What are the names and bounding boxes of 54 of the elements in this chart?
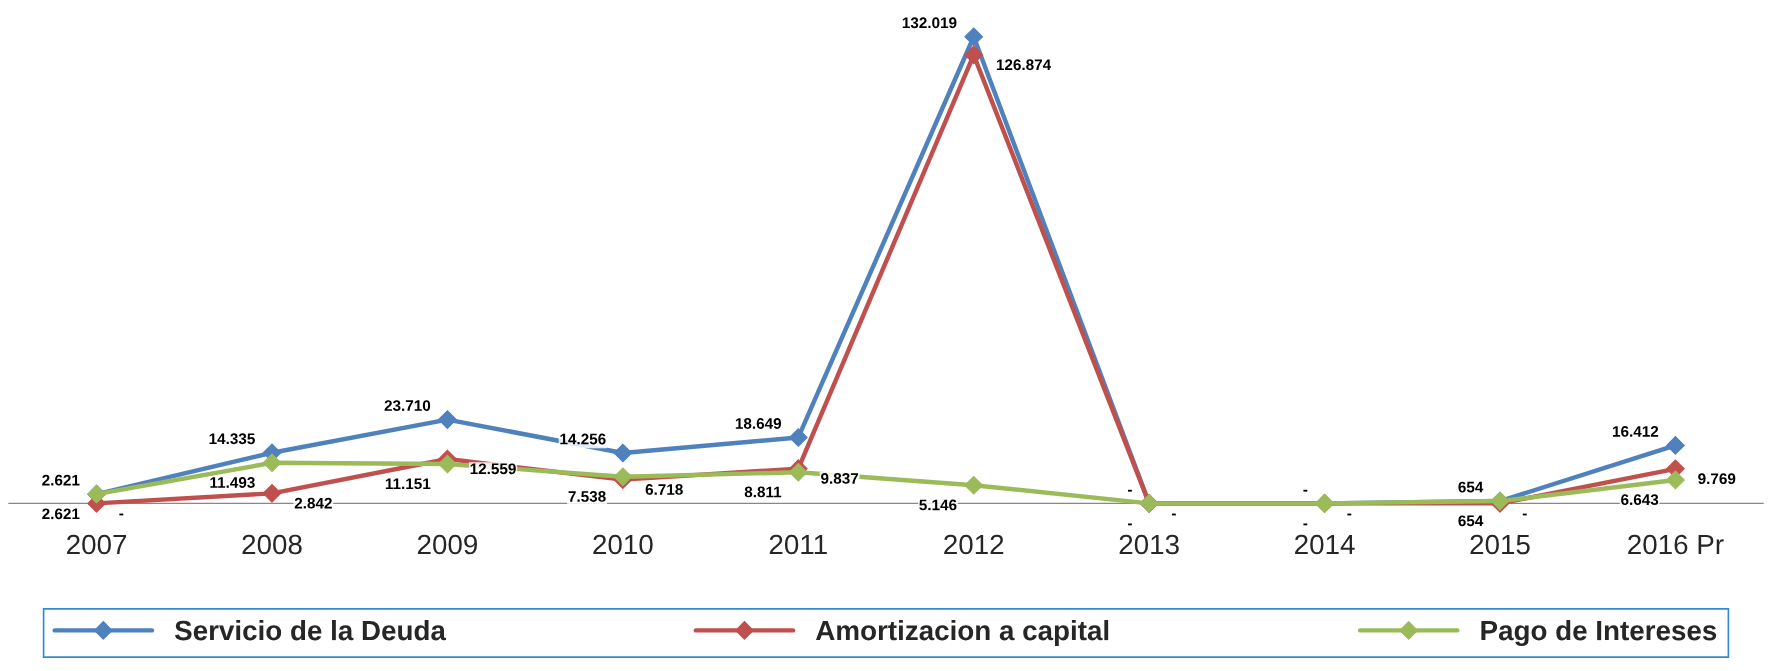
data-label: 14.256 [560, 433, 606, 445]
data-label: 6.718 [645, 484, 683, 495]
data-label: - [1127, 523, 1132, 526]
data-label: 18.649 [735, 418, 782, 429]
point [262, 484, 282, 503]
point [438, 454, 457, 474]
x-tick-label: 2012 [944, 534, 1004, 555]
x-tick-label: 2009 [417, 534, 478, 555]
legend-label: Amortizacion a capital [815, 619, 1109, 646]
data-label: - [1303, 489, 1308, 492]
x-tick-label: 2015 [1470, 534, 1530, 555]
data-label: 14.335 [209, 433, 255, 445]
x-tick-label: 2010 [593, 534, 653, 555]
data-label: 126.874 [996, 59, 1052, 71]
data-label: - [1347, 513, 1352, 516]
data-label: 9.769 [1698, 473, 1736, 485]
data-label: 5.146 [919, 499, 957, 511]
x-tick-label: 2007 [67, 534, 127, 555]
data-label: 6.643 [1621, 494, 1659, 506]
data-label: 9.837 [821, 473, 859, 484]
data-label: 7.538 [568, 491, 606, 502]
data-label: 2.621 [42, 474, 80, 486]
point [964, 475, 984, 495]
data-label: 132.019 [902, 17, 957, 29]
point [438, 410, 457, 429]
legend-label: Servicio de la Deuda [174, 619, 447, 641]
data-label: 2.842 [294, 497, 332, 509]
data-label: 16.412 [1613, 426, 1659, 437]
point [613, 443, 633, 463]
data-label: 23.710 [384, 400, 431, 412]
data-label: 654 [1458, 481, 1484, 493]
point [788, 428, 808, 447]
x-tick-label: 2014 [1295, 534, 1355, 555]
data-label: 8.811 [744, 486, 782, 498]
x-tick-label: 2008 [242, 534, 302, 555]
point [1666, 436, 1685, 455]
legend-label: Pago de Intereses [1481, 619, 1717, 646]
data-label: - [1522, 513, 1527, 516]
x-tick-label: 2016 Pr [1628, 534, 1724, 555]
data-label: - [119, 513, 124, 516]
data-label: - [1303, 523, 1308, 526]
point [262, 453, 282, 473]
x-tick-label: 2013 [1119, 534, 1179, 555]
point [1666, 470, 1685, 490]
point [964, 45, 984, 65]
point [964, 27, 984, 47]
data-label: 11.151 [385, 478, 431, 490]
data-label: 12.559 [470, 463, 516, 475]
x-tick-label: 2011 [769, 534, 827, 555]
data-label: - [1171, 513, 1176, 516]
data-label: 11.493 [210, 477, 255, 488]
data-label: 2.621 [42, 508, 80, 520]
data-label: - [1127, 489, 1132, 492]
data-label: 654 [1458, 515, 1484, 527]
